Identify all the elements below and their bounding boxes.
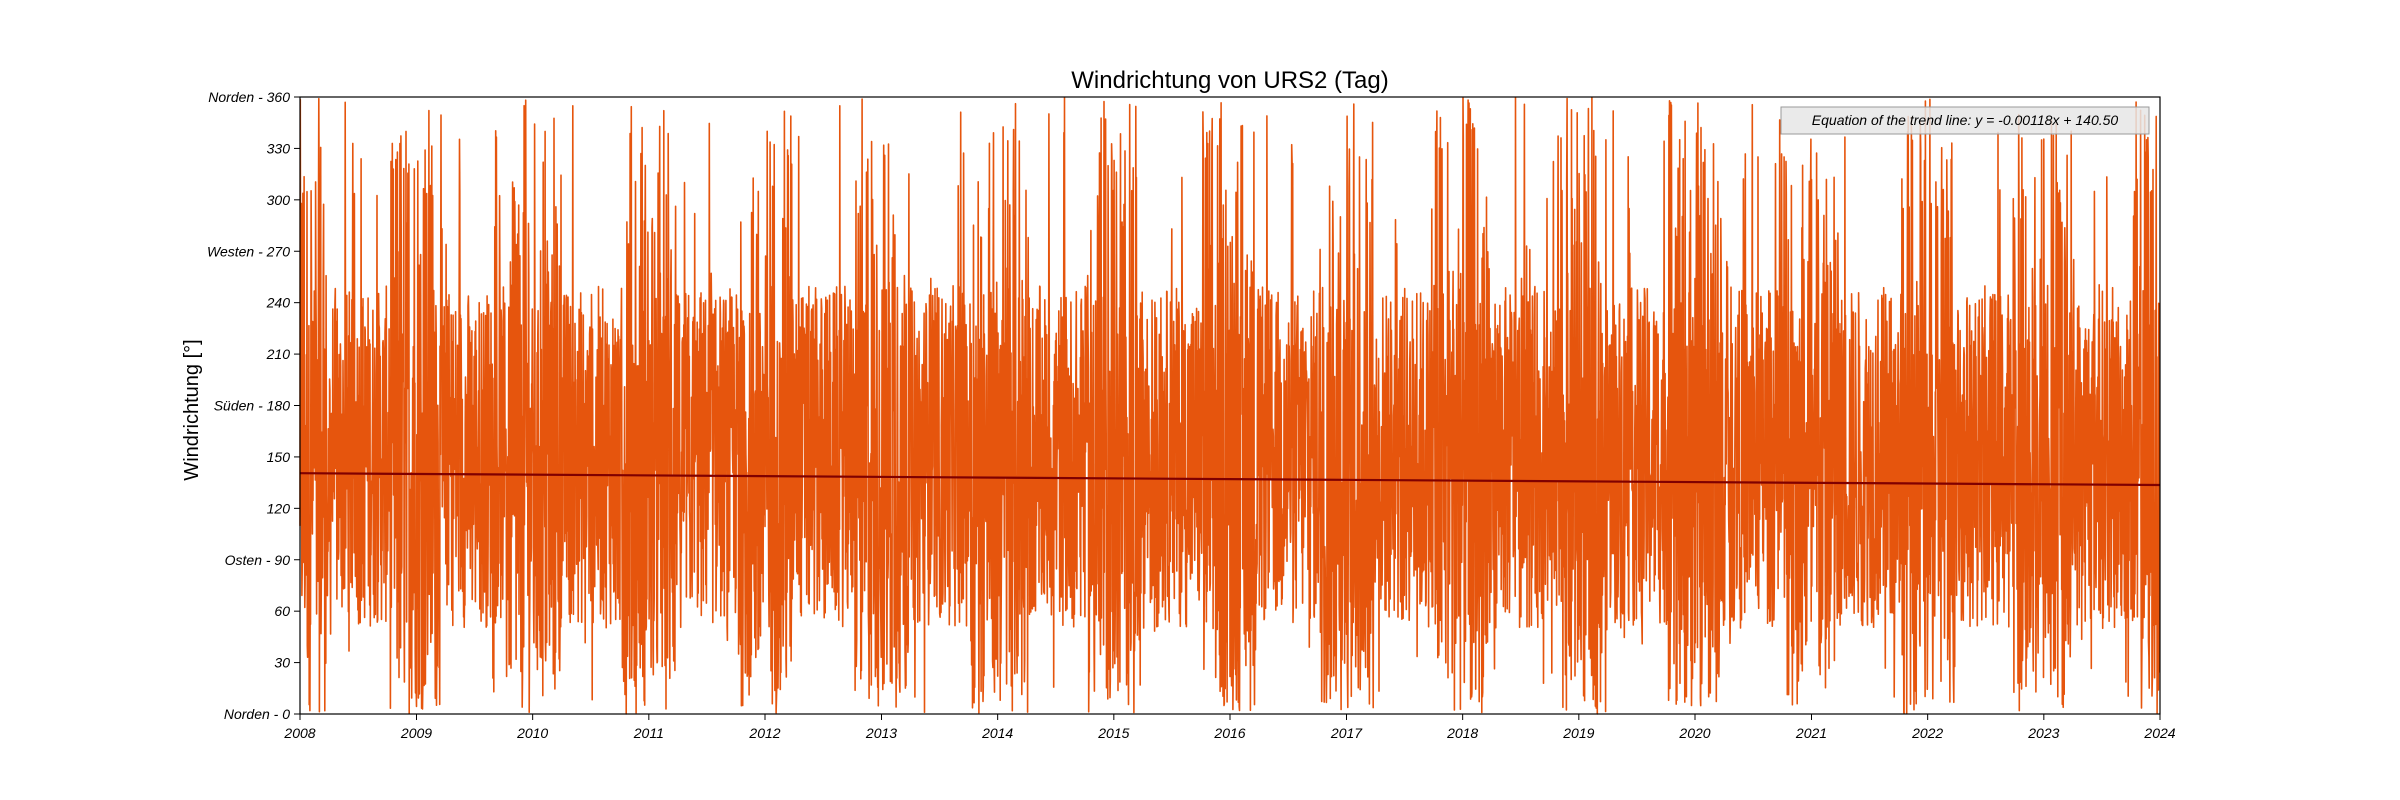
trend-equation-box: Equation of the trend line: y = -0.00118…: [1780, 106, 2150, 135]
y-axis-label: Windrichtung [°]: [181, 339, 203, 480]
x-tick-label: 2012: [748, 725, 780, 741]
x-tick-label: 2013: [865, 725, 897, 741]
x-tick-label: 2017: [1330, 725, 1363, 741]
plot-area: [299, 96, 2161, 715]
x-tick-label: 2011: [633, 725, 664, 741]
x-tick-label: 2023: [2027, 725, 2059, 741]
y-tick-label: Norden - 0: [224, 706, 290, 722]
x-tick-label: 2009: [400, 725, 432, 741]
y-tick-label: 60: [274, 603, 290, 619]
trend-line-group: [299, 472, 2161, 487]
x-tick-label: 2022: [1911, 725, 1943, 741]
trend-line: [299, 472, 2161, 487]
x-tick-label: 2019: [1562, 725, 1594, 741]
wind-direction-series: [299, 96, 2161, 715]
trend-equation-text: Equation of the trend line: y = -0.00118…: [1812, 112, 2119, 128]
y-tick-label: 240: [266, 295, 291, 311]
y-tick-label: 150: [267, 449, 291, 465]
y-tick-label: 330: [267, 140, 291, 156]
x-tick-label: 2020: [1678, 725, 1710, 741]
y-tick-label: Norden - 360: [208, 89, 290, 105]
x-tick-label: 2014: [981, 725, 1013, 741]
x-tick-label: 2021: [1795, 725, 1827, 741]
trend-equation-background: [1780, 106, 2150, 135]
x-tick-label: 2015: [1097, 725, 1129, 741]
x-tick-label: 2016: [1213, 725, 1245, 741]
y-tick-label: Süden - 180: [214, 398, 290, 414]
y-axis: Norden - 0 30 60 Osten - 90 120 150 Süden - 18…: [207, 89, 300, 722]
chart-title: Windrichtung von URS2 (Tag): [1071, 67, 1388, 94]
y-tick-label: 210: [266, 346, 291, 362]
x-tick-label: 2008: [283, 725, 315, 741]
x-tick-label: 2024: [2143, 725, 2175, 741]
x-tick-label: 2018: [1446, 725, 1478, 741]
y-tick-label: 30: [274, 655, 290, 671]
wind-direction-line: [299, 96, 2161, 715]
y-tick-label: 120: [267, 500, 291, 516]
y-tick-label: Westen - 270: [207, 243, 290, 259]
y-tick-label: Osten - 90: [225, 552, 291, 568]
x-tick-label: 2010: [516, 725, 548, 741]
x-axis: 2008 2009 2010 2011 2012 2013 2014 2015 2016 2017…: [283, 714, 2176, 741]
y-tick-label: 300: [267, 192, 291, 208]
